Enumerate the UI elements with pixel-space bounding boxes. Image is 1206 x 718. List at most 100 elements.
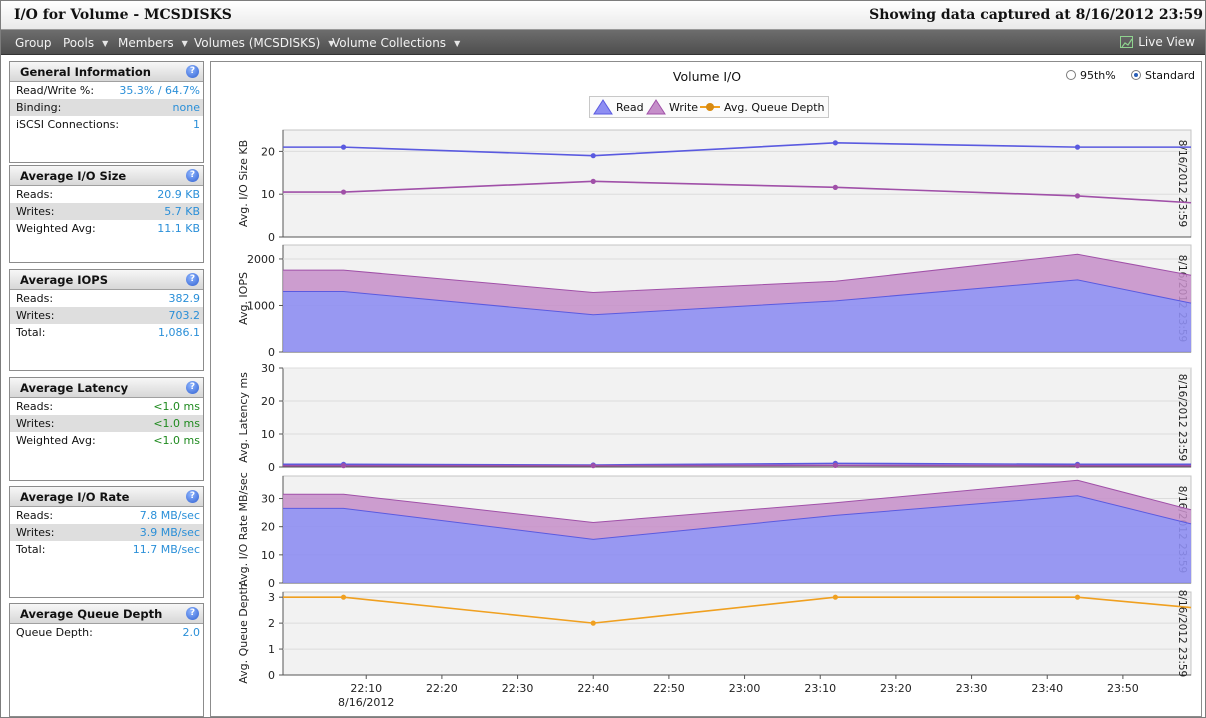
help-icon[interactable]: ? bbox=[186, 607, 199, 620]
y-axis-label: Avg. I/O Rate MB/sec bbox=[237, 472, 250, 586]
legend-swatch-queue bbox=[700, 103, 720, 111]
y-tick-label: 20 bbox=[261, 395, 275, 408]
stat-row: Writes: 703.2 bbox=[10, 307, 203, 324]
y-tick-label: 2 bbox=[268, 617, 275, 630]
write-point bbox=[1074, 193, 1081, 199]
y-tick-label: 1 bbox=[268, 643, 275, 656]
read-point bbox=[340, 144, 347, 150]
help-icon[interactable]: ? bbox=[186, 490, 199, 503]
help-icon[interactable]: ? bbox=[186, 381, 199, 394]
chevron-down-icon: ▼ bbox=[181, 39, 188, 48]
stat-label: Reads: bbox=[16, 509, 54, 522]
read-point bbox=[1074, 144, 1081, 150]
panel-timestamp: 8/16/2012 23:59 bbox=[1176, 374, 1188, 461]
y-tick-label: 0 bbox=[268, 577, 275, 590]
stat-label: Read/Write %: bbox=[16, 84, 95, 97]
write-area-edge bbox=[283, 479, 1192, 523]
stat-label: iSCSI Connections: bbox=[16, 118, 120, 131]
x-tick-label: 22:10 bbox=[350, 682, 382, 695]
menu-volumes-label: Volumes (MCSDISKS) bbox=[194, 36, 321, 50]
stat-label: Writes: bbox=[16, 309, 55, 322]
menu-volume-collections[interactable]: Volume Collections ▼ bbox=[332, 36, 460, 50]
chart-icon bbox=[1120, 36, 1134, 48]
legend-label-queue: Avg. Queue Depth bbox=[724, 101, 825, 114]
chevron-down-icon: ▼ bbox=[102, 39, 109, 48]
chart-panel-background bbox=[282, 367, 1192, 468]
y-axis-label: Avg. Queue Depth bbox=[237, 583, 250, 684]
y-tick-label: 10 bbox=[261, 188, 275, 201]
stat-row: Writes: 5.7 KB bbox=[10, 203, 203, 220]
menu-group-label: Group bbox=[15, 36, 52, 50]
stat-label: Writes: bbox=[16, 205, 55, 218]
y-tick-label: 3 bbox=[268, 591, 275, 604]
help-icon[interactable]: ? bbox=[186, 273, 199, 286]
avg-queue-depth-line bbox=[283, 596, 1192, 624]
radio-dot bbox=[1131, 70, 1141, 80]
stat-row: iSCSI Connections: 1 bbox=[10, 116, 203, 133]
stat-label: Queue Depth: bbox=[16, 626, 93, 639]
stat-row: Writes: <1.0 ms bbox=[10, 415, 203, 432]
menu-pools-label: Pools bbox=[63, 36, 95, 50]
panel-timestamp: 8/16/2012 23:59 bbox=[1176, 590, 1188, 677]
write-point bbox=[590, 463, 596, 469]
x-tick-label: 23:20 bbox=[880, 682, 912, 695]
avg-queue-depth-point bbox=[1074, 594, 1081, 600]
stat-label: Weighted Avg: bbox=[16, 434, 96, 447]
menu-pools[interactable]: Pools ▼ bbox=[63, 36, 108, 50]
help-icon[interactable]: ? bbox=[186, 169, 199, 182]
x-date-label: 8/16/2012 bbox=[338, 696, 394, 709]
stat-row: Reads: 7.8 MB/sec bbox=[10, 507, 203, 524]
average-queue-depth-panel: Average Queue Depth ? Queue Depth: 2.0 bbox=[9, 603, 204, 717]
read-point bbox=[590, 153, 596, 159]
write-line bbox=[283, 180, 1192, 204]
live-view-button[interactable]: Live View bbox=[1120, 35, 1195, 49]
help-icon[interactable]: ? bbox=[186, 65, 199, 78]
y-tick-label: 0 bbox=[268, 346, 275, 359]
chevron-down-icon: ▼ bbox=[454, 39, 461, 48]
panel-header: Average Latency ? bbox=[10, 378, 203, 398]
menu-group[interactable]: Group bbox=[15, 36, 52, 50]
chart-area: 95th% Standard Volume I/O Read Write Avg… bbox=[210, 61, 1202, 717]
stat-row: Binding: none bbox=[10, 99, 203, 116]
legend-label-read: Read bbox=[616, 101, 644, 114]
panel-title: Average I/O Size bbox=[20, 169, 127, 183]
menu-bar: Group Pools ▼ Members ▼ Volumes (MCSDISKS)… bbox=[1, 30, 1205, 55]
radio-standard[interactable]: Standard bbox=[1131, 69, 1195, 82]
legend-label-write: Write bbox=[669, 101, 699, 114]
write-point bbox=[832, 184, 838, 190]
menu-volumes[interactable]: Volumes (MCSDISKS) ▼ bbox=[194, 36, 334, 50]
menu-members[interactable]: Members ▼ bbox=[118, 36, 188, 50]
panel-header: Average I/O Size ? bbox=[10, 166, 203, 186]
x-tick-label: 23:30 bbox=[956, 682, 988, 695]
write-area bbox=[283, 480, 1191, 540]
read-point bbox=[832, 140, 838, 146]
stat-value: 1 bbox=[193, 118, 200, 131]
stat-value: 20.9 KB bbox=[157, 188, 200, 201]
title-bar: I/O for Volume - MCSDISKS Showing data c… bbox=[1, 1, 1205, 30]
stat-value: 11.1 KB bbox=[157, 222, 200, 235]
average-iops-panel: Average IOPS ? Reads: 382.9 Writes: 703.2 … bbox=[9, 269, 204, 371]
x-tick-label: 23:50 bbox=[1107, 682, 1139, 695]
stat-value: none bbox=[172, 101, 200, 114]
stat-value: 7.8 MB/sec bbox=[139, 509, 200, 522]
y-tick-label: 1000 bbox=[247, 299, 275, 312]
y-axis-label: Avg. I/O Size KB bbox=[237, 140, 250, 227]
stat-row: Queue Depth: 2.0 bbox=[10, 624, 203, 641]
write-area-edge bbox=[283, 253, 1192, 293]
panel-header: Average Queue Depth ? bbox=[10, 604, 203, 624]
stat-row: Writes: 3.9 MB/sec bbox=[10, 524, 203, 541]
y-axis-label: Avg. Latency ms bbox=[237, 372, 250, 463]
write-point bbox=[832, 462, 838, 468]
read-area-edge bbox=[283, 495, 1192, 540]
x-tick-label: 23:40 bbox=[1031, 682, 1063, 695]
x-tick-label: 23:00 bbox=[729, 682, 761, 695]
stat-value: 1,086.1 bbox=[158, 326, 200, 339]
y-axis-label: Avg. IOPS bbox=[237, 272, 250, 325]
radio-95th[interactable]: 95th% bbox=[1066, 69, 1116, 82]
captured-timestamp: Showing data captured at 8/16/2012 23:59 bbox=[869, 7, 1203, 23]
stat-label: Reads: bbox=[16, 188, 54, 201]
stat-value: <1.0 ms bbox=[153, 434, 200, 447]
read-line bbox=[283, 142, 1191, 157]
stat-value: <1.0 ms bbox=[153, 417, 200, 430]
